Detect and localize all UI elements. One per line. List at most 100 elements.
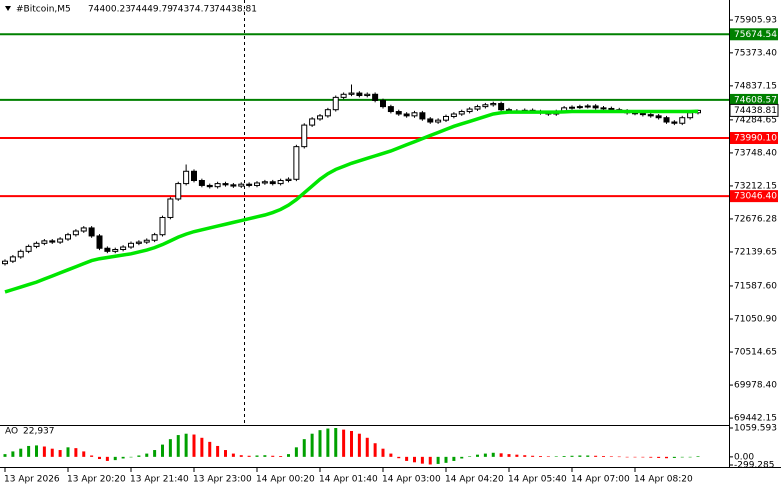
indicator-bar xyxy=(515,454,519,457)
x-tick-label: 14 Apr 03:00 xyxy=(382,475,441,485)
y-tick-label: 69978.40 xyxy=(734,381,777,391)
indicator-bar xyxy=(19,448,23,457)
price-tag xyxy=(729,103,779,117)
indicator-bar xyxy=(428,456,432,465)
level-tag-label: 74608.57 xyxy=(734,95,777,105)
header-close: 74438.81 xyxy=(214,5,257,15)
candle-body xyxy=(128,242,134,248)
level-tag-label: 73990.10 xyxy=(734,134,777,144)
indicator-bar xyxy=(436,456,440,464)
y-tick-label: 73212.15 xyxy=(734,181,777,191)
indicator-bar xyxy=(452,456,456,461)
candle-body xyxy=(663,117,670,123)
indicator-bar xyxy=(617,456,621,458)
indicator-bar xyxy=(476,454,479,457)
candle-body xyxy=(135,241,142,244)
indicator-bar xyxy=(310,433,314,457)
indicator-bar xyxy=(381,448,385,457)
indicator-bar xyxy=(562,456,566,457)
indicator-bar xyxy=(578,455,582,457)
symbol-title: #Bitcoin,M5 xyxy=(16,5,71,15)
indicator-bar xyxy=(294,447,298,457)
menu-arrow[interactable] xyxy=(5,6,11,11)
indicator-bar xyxy=(326,428,330,457)
x-tick-label: 14 Apr 05:40 xyxy=(508,475,567,485)
candle-body xyxy=(222,183,229,186)
candle-body xyxy=(246,183,253,186)
indicator-bar xyxy=(50,448,54,457)
indicator-bar xyxy=(137,455,141,457)
indicator-bar xyxy=(665,456,668,459)
candle-body xyxy=(356,92,363,97)
indicator-bar xyxy=(90,455,94,457)
indicator-bar xyxy=(688,456,692,458)
indicator-bar xyxy=(334,428,338,457)
indicator-bar xyxy=(420,456,424,464)
indicator-bar xyxy=(641,456,645,458)
indicator-bar xyxy=(499,453,503,457)
indicator-bar xyxy=(672,456,676,458)
x-tick-label: 14 Apr 07:00 xyxy=(571,475,630,485)
candle-body xyxy=(372,93,379,101)
candle-body xyxy=(9,256,16,262)
candle-body xyxy=(277,180,284,185)
indicator-bar xyxy=(483,453,487,457)
indicator-bar xyxy=(129,456,133,458)
y-tick-label: 71050.90 xyxy=(734,315,777,325)
indicator-bar xyxy=(570,455,574,457)
level-tag xyxy=(730,28,778,41)
indicator-bar xyxy=(271,455,275,457)
candle-body xyxy=(419,112,426,120)
candle-body xyxy=(96,235,103,249)
candle-body xyxy=(57,238,64,243)
y-tick-label: 74837.15 xyxy=(734,81,777,91)
indicator-bar xyxy=(224,450,227,457)
header-open: 74400.23 xyxy=(88,5,131,15)
candle-body xyxy=(679,117,686,124)
x-tick-label: 14 Apr 00:20 xyxy=(256,475,315,485)
y-tick-label: 75905.93 xyxy=(734,16,777,26)
candle-body xyxy=(112,248,119,252)
moving-average xyxy=(4,109,699,294)
candle-body xyxy=(151,234,158,241)
x-tick-label: 14 Apr 01:40 xyxy=(319,475,378,485)
candle-body xyxy=(411,112,418,117)
candle-body xyxy=(214,183,221,188)
candle-body xyxy=(309,118,316,126)
indicator-bar xyxy=(184,433,188,457)
candle-body xyxy=(576,106,583,109)
y-tick-label: 75373.40 xyxy=(734,48,777,58)
candle-body xyxy=(25,245,32,252)
candle-body xyxy=(474,106,481,110)
candle-body xyxy=(33,242,40,247)
indicator-bar xyxy=(161,444,164,457)
y-tick-label: 73748.40 xyxy=(734,148,777,158)
indicator-bar xyxy=(168,439,172,457)
candle-body xyxy=(269,181,276,185)
candle-body xyxy=(608,107,615,111)
level-tag-label: 73046.40 xyxy=(734,192,777,202)
y-tick-label: 74284.65 xyxy=(734,115,777,125)
y-tick-label: 72676.28 xyxy=(734,214,777,224)
indicator-bar xyxy=(350,430,353,457)
candle-body xyxy=(104,247,111,252)
indicator-bar xyxy=(11,451,15,457)
indicator-bar xyxy=(491,452,495,457)
candle-body xyxy=(348,92,355,95)
candle-body xyxy=(600,107,607,110)
indicator-tick-label: 1059.593 xyxy=(734,424,777,434)
indicator-bar xyxy=(365,437,369,457)
indicator-bar xyxy=(247,455,251,457)
candle-body xyxy=(466,108,473,113)
candle-body xyxy=(175,183,182,200)
candle-body xyxy=(671,121,678,124)
candle-body xyxy=(2,260,8,265)
indicator-bar xyxy=(42,446,46,457)
candle-body xyxy=(655,115,662,119)
indicator-bar xyxy=(586,455,590,457)
indicator-bar xyxy=(208,441,212,457)
candle-body xyxy=(324,109,331,117)
level-tag xyxy=(730,93,778,106)
